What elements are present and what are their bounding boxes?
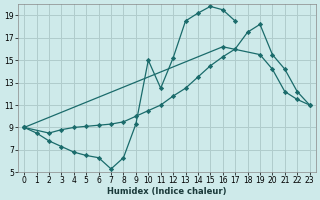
X-axis label: Humidex (Indice chaleur): Humidex (Indice chaleur) — [107, 187, 227, 196]
